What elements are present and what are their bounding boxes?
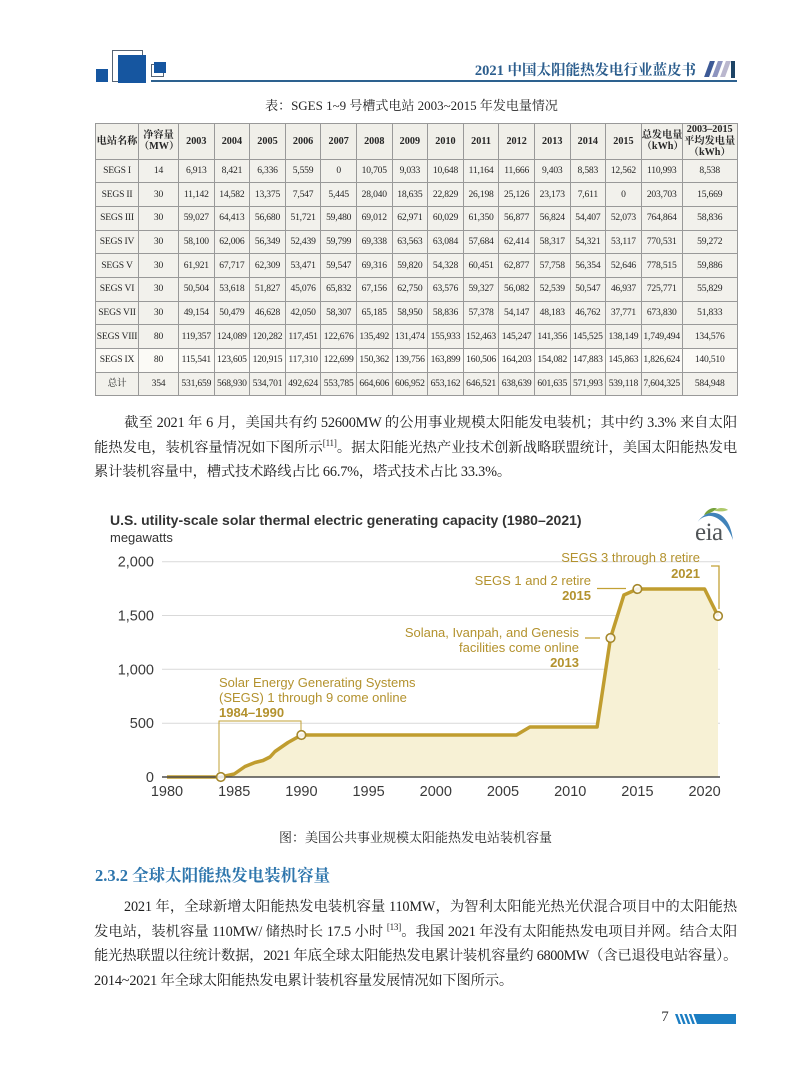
svg-text:2,000: 2,000 (118, 555, 154, 571)
svg-text:2015: 2015 (562, 588, 591, 603)
svg-text:Solar Energy Generating System: Solar Energy Generating Systems (219, 675, 416, 690)
svg-text:1984–1990: 1984–1990 (219, 705, 284, 720)
svg-text:0: 0 (146, 770, 154, 786)
svg-text:1990: 1990 (285, 784, 317, 800)
svg-text:1995: 1995 (352, 784, 384, 800)
svg-text:2013: 2013 (550, 655, 579, 670)
svg-text:facilities come online: facilities come online (459, 640, 579, 655)
svg-text:SEGS 1 and 2 retire: SEGS 1 and 2 retire (475, 573, 591, 588)
svg-text:1,000: 1,000 (118, 662, 154, 678)
svg-text:2021: 2021 (671, 566, 700, 581)
svg-text:2020: 2020 (688, 784, 720, 800)
svg-text:1985: 1985 (218, 784, 250, 800)
svg-text:2015: 2015 (621, 784, 653, 800)
svg-text:1,500: 1,500 (118, 609, 154, 625)
svg-text:2000: 2000 (420, 784, 452, 800)
svg-text:2010: 2010 (554, 784, 586, 800)
svg-text:500: 500 (130, 716, 154, 732)
svg-text:1980: 1980 (151, 784, 183, 800)
svg-text:Solana, Ivanpah, and Genesis: Solana, Ivanpah, and Genesis (405, 625, 580, 640)
svg-text:(SEGS) 1 through 9 come online: (SEGS) 1 through 9 come online (219, 690, 407, 705)
svg-text:eia: eia (695, 519, 723, 546)
svg-text:SEGS 3 through 8 retire: SEGS 3 through 8 retire (561, 550, 700, 565)
svg-text:2005: 2005 (487, 784, 519, 800)
